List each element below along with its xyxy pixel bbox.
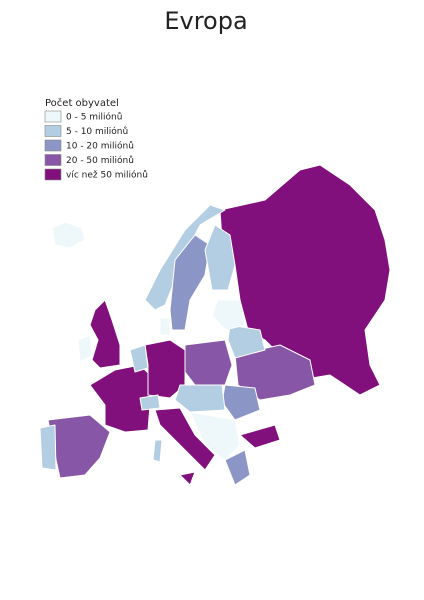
legend-label: 5 - 10 miliónů (66, 126, 128, 137)
region (89, 299, 121, 369)
region (221, 384, 261, 421)
legend-label: 0 - 5 miliónů (66, 112, 122, 123)
region (184, 339, 233, 386)
region (77, 334, 93, 363)
region (129, 344, 149, 373)
legend-label: víc než 50 miliónů (66, 170, 148, 181)
regions (39, 164, 391, 486)
legend-swatch (44, 110, 62, 123)
region (239, 424, 281, 449)
region (169, 234, 211, 331)
region (224, 449, 251, 486)
legend-swatch (44, 139, 62, 152)
legend-label: 20 - 50 miliónů (66, 155, 134, 166)
region (219, 164, 391, 396)
region (51, 221, 86, 249)
region (174, 384, 226, 413)
legend-swatch (44, 125, 62, 137)
legend-title: Počet obyvatel (45, 97, 119, 109)
region (204, 224, 236, 291)
legend-swatch (44, 154, 62, 166)
region (189, 411, 241, 461)
region (144, 204, 226, 311)
region (152, 439, 163, 463)
region (227, 324, 266, 359)
map-title: Evropa (164, 7, 247, 35)
region (154, 407, 216, 471)
region (211, 299, 246, 331)
region (89, 364, 156, 433)
legend-swatch (44, 168, 62, 181)
region (139, 394, 161, 411)
region (179, 471, 196, 486)
region (47, 414, 111, 479)
legend-label: 10 - 20 miliónů (66, 141, 134, 152)
region (39, 424, 57, 471)
legend: 0 - 5 miliónů 5 - 10 miliónů 10 - 20 milió… (44, 110, 148, 181)
region (159, 317, 171, 336)
